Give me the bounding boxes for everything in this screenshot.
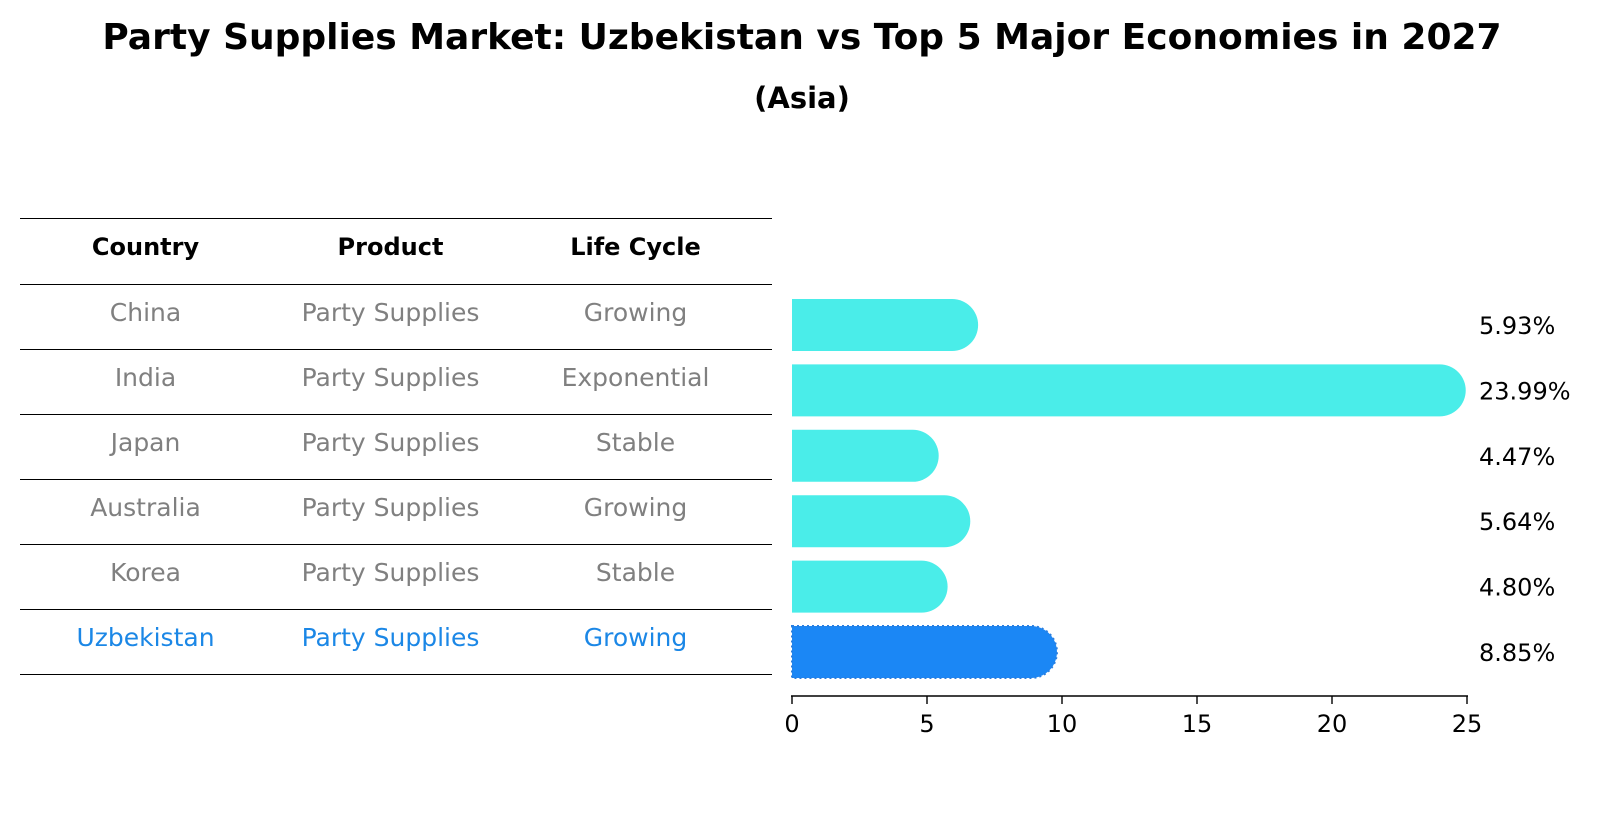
table-row-rule	[20, 479, 772, 480]
table-cell-product: Party Supplies	[301, 428, 480, 457]
bar-value-label: 5.93%	[1479, 312, 1555, 340]
x-tick-label: 5	[919, 710, 934, 738]
chart-title: Party Supplies Market: Uzbekistan vs Top…	[102, 17, 1502, 58]
table-cell-country: Korea	[110, 558, 181, 587]
table-cell-product: Party Supplies	[301, 363, 480, 392]
table-cell-life-cycle: Stable	[595, 428, 676, 457]
bar-japan	[792, 429, 939, 482]
x-tick-label: 25	[1452, 710, 1483, 738]
bar-value-label: 8.85%	[1479, 639, 1555, 667]
table-cell-country: China	[109, 298, 182, 327]
table-cell-life-cycle-highlight: Growing	[583, 623, 688, 652]
header-life-cycle: Life Cycle	[570, 233, 701, 261]
table-top-rule	[20, 218, 772, 219]
table-cell-product: Party Supplies	[301, 558, 480, 587]
table-row-rule	[20, 414, 772, 415]
x-tick-label: 15	[1182, 710, 1213, 738]
bar-india	[792, 364, 1466, 417]
bar-korea	[792, 560, 948, 613]
bar-china	[792, 299, 979, 351]
table-bottom-rule	[20, 674, 772, 675]
bar-value-label: 4.47%	[1479, 443, 1555, 471]
bar-australia	[792, 495, 971, 548]
table-header-rule	[20, 284, 772, 285]
table-cell-country: Australia	[90, 493, 201, 522]
bar-uzbekistan	[791, 625, 1058, 679]
table-cell-product-highlight: Party Supplies	[301, 623, 480, 652]
x-tick-label: 10	[1047, 710, 1078, 738]
table-row-rule	[20, 544, 772, 545]
x-tick-label: 20	[1317, 710, 1348, 738]
table-cell-country: India	[114, 363, 177, 392]
table-cell-life-cycle: Growing	[583, 493, 688, 522]
bar-value-label: 23.99%	[1479, 377, 1571, 405]
header-product: Product	[337, 233, 444, 261]
bar-value-label: 5.64%	[1479, 508, 1555, 536]
table-cell-country: Japan	[110, 428, 181, 457]
chart-subtitle: (Asia)	[754, 81, 850, 115]
table-cell-life-cycle: Exponential	[561, 363, 710, 392]
x-tick-label: 0	[784, 710, 799, 738]
table-cell-life-cycle: Growing	[583, 298, 688, 327]
table-cell-life-cycle: Stable	[595, 558, 676, 587]
table-cell-product: Party Supplies	[301, 298, 480, 327]
table-row-rule	[20, 349, 772, 350]
table-row-rule	[20, 609, 772, 610]
table-cell-product: Party Supplies	[301, 493, 480, 522]
header-country: Country	[91, 233, 200, 261]
bar-value-label: 4.80%	[1479, 574, 1555, 602]
table-cell-country-highlight: Uzbekistan	[76, 623, 215, 652]
